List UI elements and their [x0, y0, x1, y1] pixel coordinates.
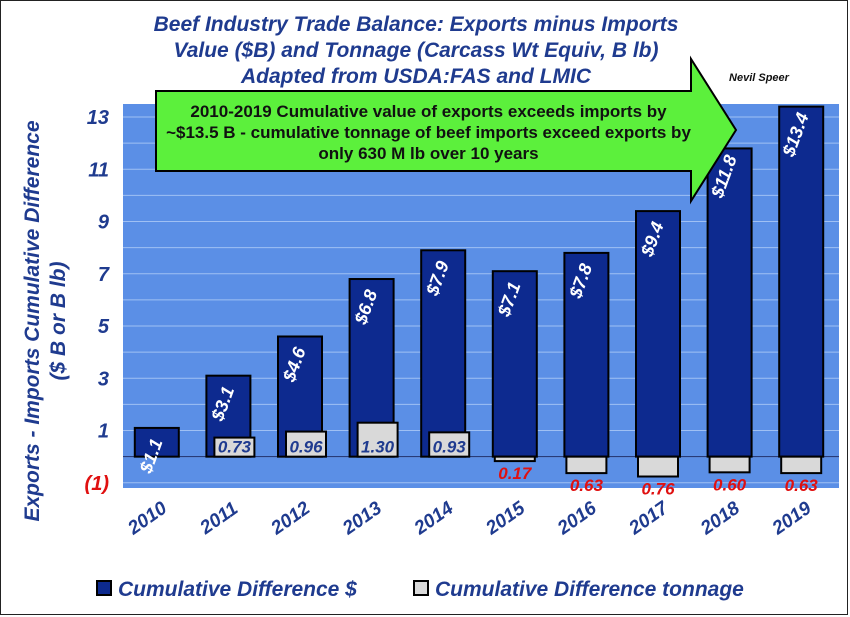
tonnage-data-label: 0.76	[641, 480, 675, 499]
y-axis-subtitle: ($ B or B lb)	[47, 261, 70, 380]
tonnage-data-label: 0.63	[785, 476, 819, 495]
annotation-arrow	[155, 55, 738, 205]
legend-label-tonnage: Cumulative Difference tonnage	[435, 578, 744, 601]
annotation-text-line: 2010-2019 Cumulative value of exports ex…	[190, 102, 667, 121]
y-tick-label: 3	[98, 368, 109, 390]
x-tick-label: 2012	[267, 498, 315, 540]
y-tick-label: 9	[98, 212, 110, 234]
legend-swatch-tonnage	[413, 580, 429, 596]
tonnage-bar-2012	[285, 430, 327, 458]
annotation-text-line: only 630 M lb over 10 years	[318, 144, 538, 163]
value-bar-2010	[133, 426, 180, 458]
value-bar-2015	[491, 270, 538, 458]
tonnage-bar-2014	[428, 431, 471, 458]
tonnage-data-label: 0.17	[498, 464, 533, 483]
y-tick-label: 7	[98, 264, 110, 286]
value-bar-2019	[778, 105, 825, 458]
tonnage-data-label: 0.63	[570, 476, 604, 495]
x-tick-label: 2010	[123, 498, 171, 540]
tonnage-data-label: 0.60	[713, 475, 747, 494]
legend-swatch-value	[96, 580, 112, 596]
x-tick-label: 2015	[481, 498, 529, 540]
legend-label-value: Cumulative Difference $	[118, 578, 357, 601]
tonnage-bar-2018	[708, 455, 751, 474]
tonnage-bar-2015	[493, 455, 536, 463]
x-tick-label: 2013	[338, 498, 386, 540]
credit-text: Nevil Speer	[729, 72, 790, 84]
value-bar-2017	[635, 210, 681, 458]
y-tick-label: 5	[98, 316, 110, 338]
y-tick-label: (1)	[85, 473, 110, 495]
chart-title-line: Value ($B) and Tonnage (Carcass Wt Equiv…	[173, 39, 658, 62]
x-tick-label: 2017	[625, 497, 674, 540]
y-axis-title: Exports - Imports Cumulative Difference	[21, 120, 44, 521]
tonnage-bar-2019	[780, 455, 823, 475]
x-tick-label: 2016	[553, 498, 601, 540]
value-bar-2018	[706, 147, 753, 458]
chart-title-line: Beef Industry Trade Balance: Exports min…	[154, 13, 679, 36]
x-tick-label: 2014	[410, 498, 458, 540]
annotation-text-line: ~$13.5 B - cumulative tonnage of beef im…	[166, 123, 691, 142]
tonnage-data-label: 1.30	[361, 438, 395, 457]
x-tick-label: 2019	[768, 498, 816, 540]
x-tick-label: 2018	[696, 498, 744, 540]
chart-title-line: Adapted from USDA:FAS and LMIC	[240, 65, 592, 88]
value-bar-2016	[563, 251, 610, 458]
tonnage-data-label: 0.93	[433, 438, 467, 457]
x-tick-label: 2011	[196, 498, 242, 539]
y-tick-label: 11	[88, 159, 109, 181]
tonnage-bar-2017	[637, 455, 679, 478]
tonnage-data-label: 0.73	[218, 438, 252, 457]
y-tick-label: 1	[98, 421, 109, 443]
tonnage-bar-2013	[356, 421, 399, 458]
tonnage-bar-2011	[213, 436, 256, 458]
tonnage-bar-2016	[565, 455, 608, 475]
y-tick-label: 13	[87, 107, 109, 129]
tonnage-data-label: 0.96	[289, 438, 323, 457]
